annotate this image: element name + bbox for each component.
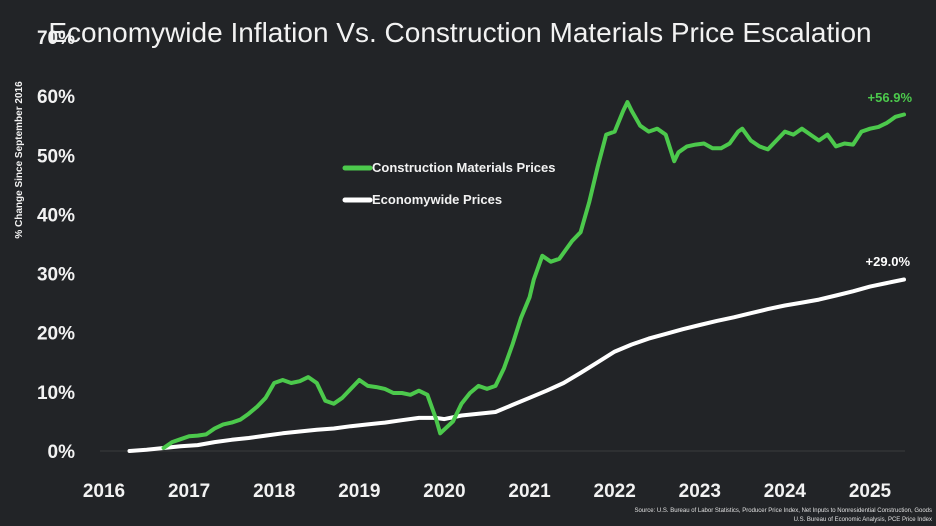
legend: Construction Materials Prices Economywid… <box>342 160 556 207</box>
x-tick-label: 2023 <box>679 481 721 502</box>
x-tick-label: 2022 <box>594 481 636 502</box>
x-tick-label: 2021 <box>508 481 551 502</box>
x-tick-label: 2019 <box>338 481 380 502</box>
y-tick-label: 60% <box>37 87 75 108</box>
legend-label-construction: Construction Materials Prices <box>372 160 556 175</box>
y-tick-label: 70% <box>37 28 75 49</box>
y-tick-label: 30% <box>37 265 75 286</box>
series-line-construction <box>161 100 906 450</box>
y-tick-label: 0% <box>48 442 76 463</box>
end-label-construction: +56.9% <box>868 90 913 105</box>
x-tick-label: 2025 <box>849 481 892 502</box>
source-note-line-2: U.S. Bureau of Economic Analysis, PCE Pr… <box>794 517 932 523</box>
x-tick-label: 2018 <box>253 481 295 502</box>
series-lines <box>127 100 906 453</box>
legend-label-economywide: Economywide Prices <box>372 192 502 207</box>
x-axis-ticks: 2016 2017 2018 2019 2020 2021 2022 2023 2024 2025 <box>83 481 892 502</box>
x-tick-label: 2020 <box>423 481 465 502</box>
y-tick-label: 10% <box>37 383 75 404</box>
chart-title: Economywide Inflation Vs. Construction M… <box>48 17 871 48</box>
x-tick-label: 2017 <box>168 481 210 502</box>
y-tick-label: 20% <box>37 324 75 345</box>
source-note-line-1: Source: U.S. Bureau of Labor Statistics,… <box>635 508 932 514</box>
y-tick-label: 40% <box>37 205 75 226</box>
end-label-economywide: +29.0% <box>866 254 911 269</box>
series-line-economywide <box>127 277 906 453</box>
y-tick-label: 50% <box>37 146 75 167</box>
x-tick-label: 2024 <box>764 481 807 502</box>
x-tick-label: 2016 <box>83 481 125 502</box>
y-axis-ticks: 0% 10% 20% 30% 40% 50% 60% 70% <box>37 28 75 463</box>
y-axis-label: % Change Since September 2016 <box>14 81 25 239</box>
